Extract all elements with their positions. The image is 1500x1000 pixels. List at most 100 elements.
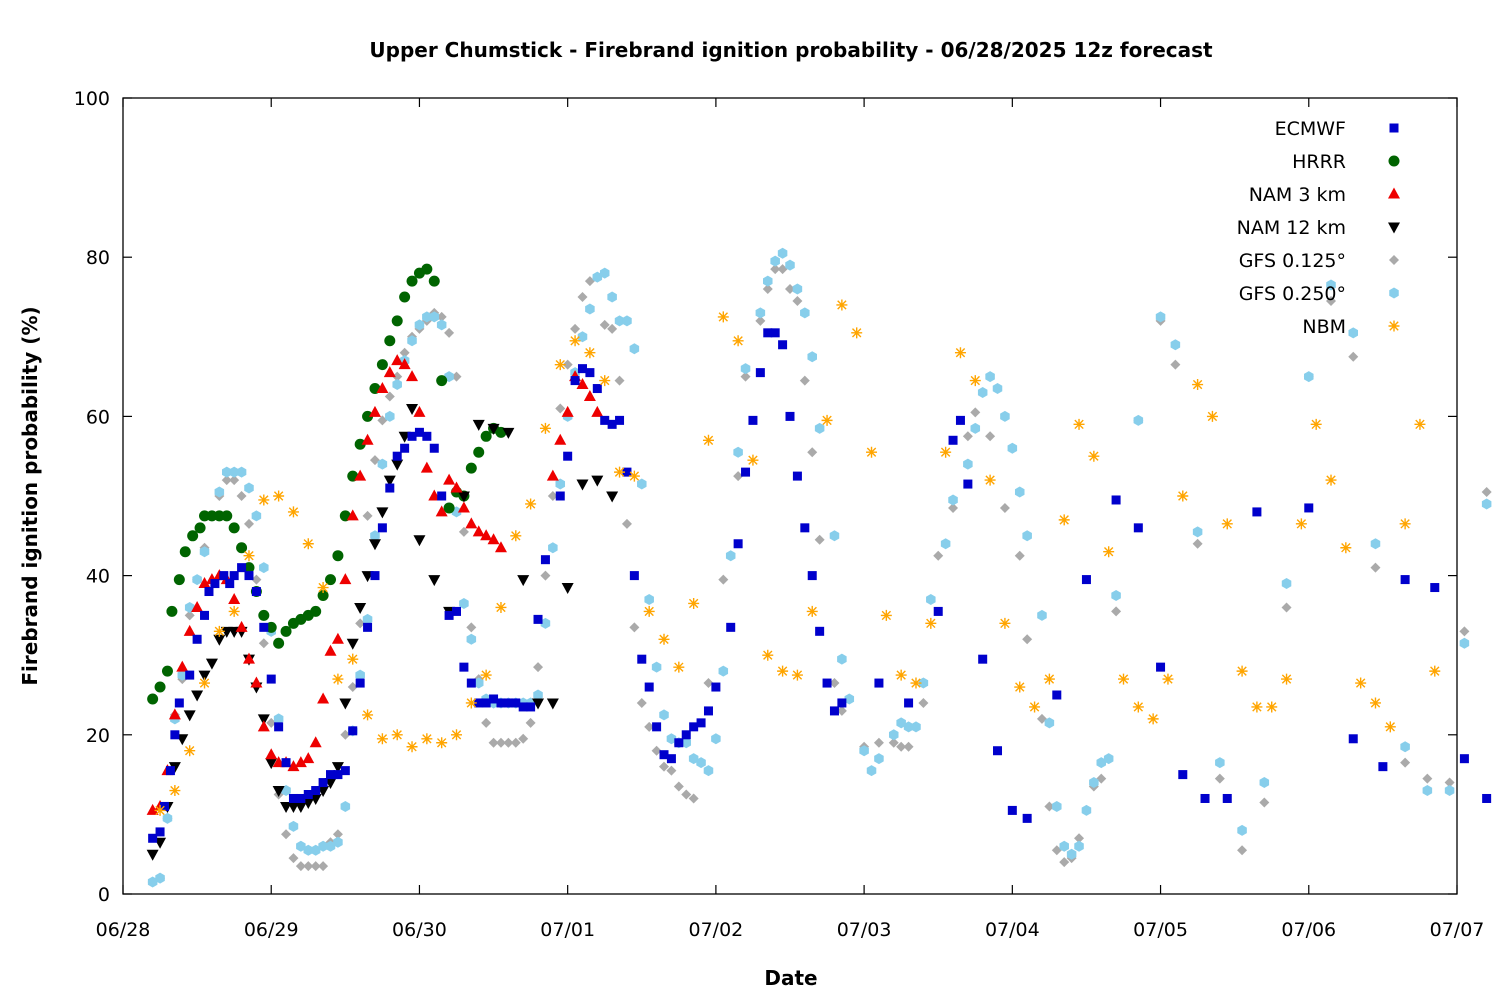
data-point-ecmwf bbox=[311, 786, 321, 796]
data-point-nbm bbox=[599, 375, 611, 387]
data-point-nam-12-km bbox=[383, 475, 396, 487]
data-point-nam-3-km bbox=[383, 366, 396, 378]
data-point-gfs-0-250 bbox=[703, 765, 714, 777]
data-point-ecmwf bbox=[518, 702, 528, 712]
data-point-gfs-0-125 bbox=[570, 323, 581, 334]
data-point-hrrr bbox=[317, 590, 329, 601]
data-point-ecmwf bbox=[174, 698, 184, 708]
data-point-gfs-0-250 bbox=[303, 844, 314, 856]
data-point-gfs-0-125 bbox=[1481, 487, 1492, 498]
data-point-gfs-0-125 bbox=[718, 574, 729, 585]
data-point-ecmwf bbox=[148, 833, 158, 843]
data-point-nam-12-km bbox=[265, 758, 278, 770]
series-ecmwf bbox=[148, 328, 1492, 843]
data-point-ecmwf bbox=[251, 587, 261, 597]
data-point-ecmwf bbox=[385, 483, 395, 493]
data-point-gfs-0-250 bbox=[1014, 486, 1025, 498]
data-point-nam-3-km bbox=[450, 481, 463, 493]
data-point-ecmwf bbox=[622, 467, 632, 477]
data-point-gfs-0-250 bbox=[459, 597, 469, 609]
data-point-nam-12-km bbox=[457, 491, 470, 503]
data-point-gfs-0-250 bbox=[1237, 824, 1247, 836]
data-point-nbm bbox=[362, 709, 374, 721]
data-point-nam-3-km bbox=[420, 461, 433, 473]
data-point-ecmwf bbox=[904, 698, 914, 708]
data-point-hrrr bbox=[376, 359, 388, 371]
data-point-nbm bbox=[228, 605, 240, 617]
data-point-ecmwf bbox=[474, 698, 484, 708]
data-point-gfs-0-250 bbox=[733, 446, 743, 458]
data-point-ecmwf bbox=[452, 606, 461, 616]
data-point-ecmwf bbox=[948, 435, 958, 445]
data-point-gfs-0-125 bbox=[584, 276, 595, 287]
data-point-gfs-0-125 bbox=[673, 781, 684, 792]
data-point-gfs-0-250 bbox=[1326, 279, 1336, 291]
data-point-ecmwf bbox=[526, 702, 536, 712]
data-point-ecmwf bbox=[1252, 507, 1262, 517]
data-point-nam-3-km bbox=[591, 405, 604, 417]
data-point-gfs-0-250 bbox=[1081, 804, 1092, 816]
data-point-nbm bbox=[495, 601, 507, 613]
data-point-ecmwf bbox=[407, 431, 417, 441]
data-point-hrrr bbox=[421, 263, 433, 275]
data-point-nbm bbox=[1266, 701, 1278, 713]
data-point-gfs-0-125 bbox=[503, 737, 514, 748]
data-point-gfs-0-250 bbox=[777, 247, 788, 259]
data-point-nam-3-km bbox=[398, 358, 411, 370]
data-point-ecmwf bbox=[533, 614, 543, 624]
data-point-gfs-0-125 bbox=[962, 431, 973, 442]
data-point-gfs-0-250 bbox=[963, 458, 973, 470]
data-point-gfs-0-125 bbox=[221, 475, 232, 486]
data-point-ecmwf bbox=[1400, 575, 1410, 585]
data-point-gfs-0-250 bbox=[1348, 327, 1359, 339]
series-nbm bbox=[154, 299, 1441, 816]
data-point-ecmwf bbox=[815, 626, 825, 636]
data-point-nam-12-km bbox=[257, 714, 270, 726]
data-point-ecmwf bbox=[503, 698, 513, 708]
data-point-nam-12-km bbox=[368, 539, 381, 551]
data-point-nbm bbox=[539, 422, 551, 434]
data-point-nbm bbox=[1132, 701, 1144, 713]
data-point-gfs-0-250 bbox=[377, 458, 388, 470]
data-point-nbm bbox=[406, 741, 418, 753]
data-point-ecmwf bbox=[266, 674, 276, 684]
data-point-ecmwf bbox=[466, 678, 476, 688]
data-point-ecmwf bbox=[511, 698, 521, 708]
data-point-hrrr bbox=[354, 438, 366, 450]
data-point-nam-3-km bbox=[242, 652, 255, 664]
data-point-ecmwf bbox=[165, 766, 175, 776]
data-point-gfs-0-250 bbox=[1444, 785, 1455, 797]
data-point-hrrr bbox=[273, 637, 285, 649]
data-point-gfs-0-250 bbox=[540, 617, 551, 629]
data-point-ecmwf bbox=[1304, 503, 1314, 513]
data-point-gfs-0-125 bbox=[1370, 562, 1381, 573]
data-point-gfs-0-250 bbox=[177, 669, 188, 681]
data-point-nbm bbox=[702, 434, 714, 446]
data-point-nbm bbox=[287, 506, 299, 518]
data-point-nbm bbox=[1355, 677, 1367, 689]
data-point-ecmwf bbox=[1156, 662, 1166, 672]
data-point-gfs-0-125 bbox=[229, 475, 240, 486]
data-point-gfs-0-125 bbox=[243, 518, 254, 529]
data-point-nbm bbox=[258, 494, 270, 506]
data-point-gfs-0-125 bbox=[1022, 634, 1033, 645]
data-point-gfs-0-250 bbox=[1155, 311, 1166, 323]
data-point-nam-3-km bbox=[294, 756, 307, 768]
data-point-gfs-0-250 bbox=[800, 307, 810, 319]
data-point-gfs-0-250 bbox=[896, 717, 906, 729]
data-point-ecmwf bbox=[785, 411, 795, 421]
data-point-hrrr bbox=[194, 522, 206, 534]
data-point-ecmwf bbox=[422, 431, 432, 441]
data-point-ecmwf bbox=[1052, 690, 1062, 700]
data-point-gfs-0-250 bbox=[414, 319, 425, 331]
data-point-ecmwf bbox=[170, 730, 180, 740]
y-tick-label: 60 bbox=[86, 406, 110, 428]
data-point-nam-12-km bbox=[406, 403, 419, 415]
data-point-ecmwf bbox=[666, 754, 676, 764]
data-point-gfs-0-125 bbox=[599, 319, 610, 330]
data-point-gfs-0-250 bbox=[666, 733, 677, 745]
data-point-gfs-0-125 bbox=[621, 518, 632, 529]
data-point-nam-12-km bbox=[532, 698, 545, 710]
data-point-hrrr bbox=[265, 621, 277, 633]
